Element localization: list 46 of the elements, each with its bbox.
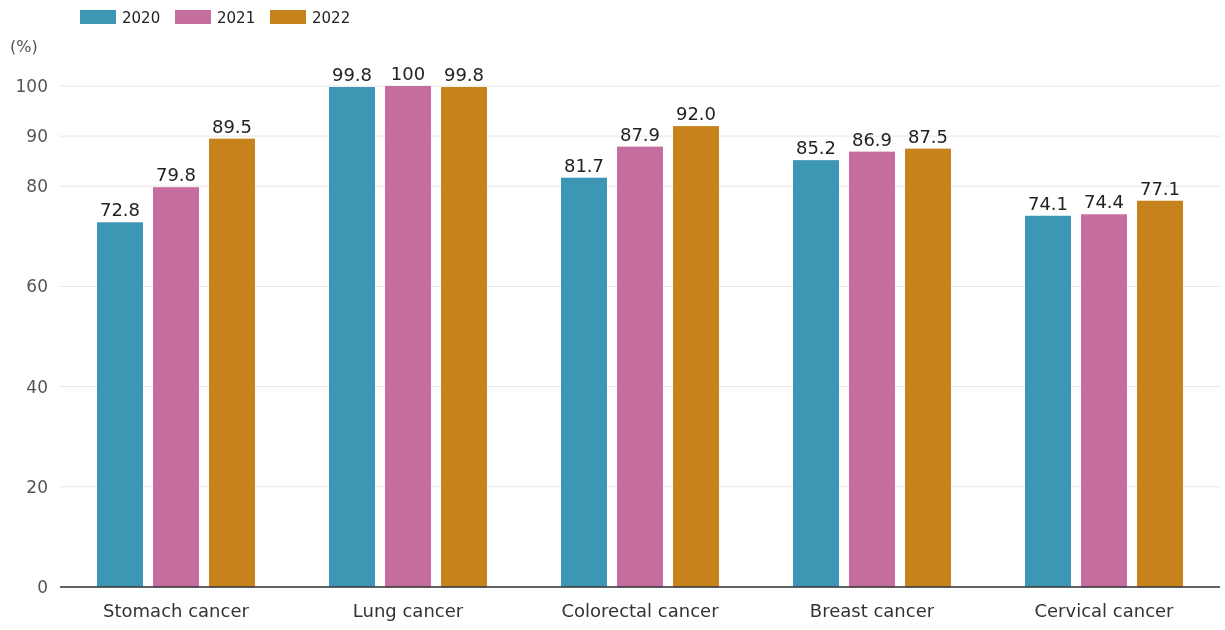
data-label: 81.7 — [563, 154, 605, 176]
x-tick-label: Cervical cancer — [1034, 600, 1175, 621]
legend-label: 2021 — [217, 9, 256, 27]
y-tick-label: 40 — [26, 376, 48, 397]
y-tick-label: 90 — [26, 126, 48, 147]
data-label: 74.4 — [1083, 191, 1125, 213]
x-tick-label: Breast cancer — [809, 600, 935, 621]
bar — [385, 86, 431, 587]
bar — [1025, 215, 1071, 587]
bar — [1137, 200, 1183, 587]
x-tick-label: Lung cancer — [352, 600, 464, 621]
y-tick-label: 20 — [26, 476, 48, 497]
bar — [1081, 214, 1127, 587]
data-label: 100 — [390, 63, 426, 84]
data-label: 79.8 — [155, 164, 197, 186]
y-tick-label: 0 — [37, 577, 48, 597]
data-label: 77.1 — [1139, 177, 1181, 199]
bar — [793, 160, 839, 587]
data-label: 72.8 — [99, 199, 141, 221]
bar — [441, 87, 487, 587]
data-label: 92.0 — [675, 103, 717, 125]
bar — [849, 151, 895, 587]
bar — [153, 187, 199, 587]
bar — [561, 177, 607, 587]
data-label: 86.9 — [851, 128, 893, 150]
bar — [617, 146, 663, 587]
data-label: 99.8 — [443, 64, 485, 85]
y-tick-label: 100 — [15, 76, 48, 96]
data-label: 99.8 — [331, 64, 373, 85]
bar — [905, 148, 951, 587]
bar — [329, 87, 375, 587]
bar — [209, 138, 255, 587]
y-axis-title: (%) — [10, 37, 38, 56]
x-tick-label: Colorectal cancer — [561, 600, 720, 621]
data-label: 87.9 — [619, 123, 661, 145]
legend-label: 2022 — [312, 9, 351, 27]
bar — [97, 222, 143, 587]
bar — [673, 126, 719, 587]
y-tick-label: 60 — [26, 276, 48, 297]
data-label: 85.2 — [795, 137, 837, 159]
data-label: 87.5 — [907, 125, 949, 147]
legend-label: 2020 — [122, 9, 161, 27]
x-tick-label: Stomach cancer — [103, 600, 250, 621]
y-tick-label: 80 — [26, 176, 48, 197]
data-label: 89.5 — [211, 115, 253, 137]
data-label: 74.1 — [1027, 192, 1069, 214]
